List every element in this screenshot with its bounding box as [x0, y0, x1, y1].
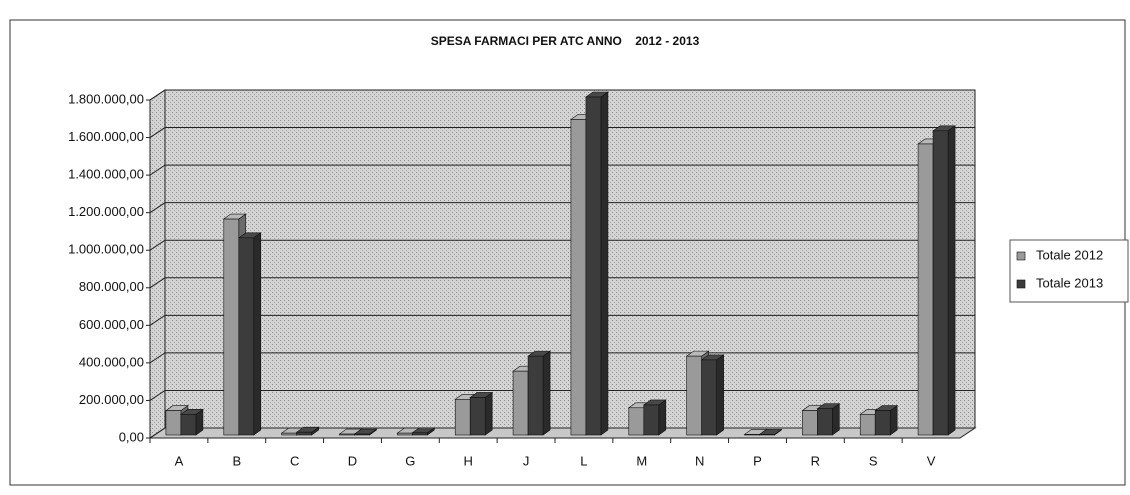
bar	[296, 431, 312, 436]
grid-line	[149, 314, 975, 326]
legend-label: Totale 2012	[1036, 247, 1103, 262]
x-tick-label: G	[405, 453, 415, 468]
bar-side	[716, 354, 724, 436]
y-tick-label: 800.000,00	[79, 279, 144, 294]
grid-line	[149, 127, 975, 138]
side-wall	[149, 89, 166, 439]
x-tick-label: B	[232, 453, 241, 468]
bar-side	[600, 91, 609, 436]
x-tick-label: P	[753, 453, 762, 468]
bar	[412, 432, 428, 436]
x-tick-label: J	[523, 453, 530, 468]
bar	[469, 397, 486, 436]
bar	[165, 410, 182, 436]
bar	[759, 434, 775, 436]
x-tick-label: N	[695, 453, 704, 468]
back-wall	[164, 89, 976, 429]
legend-swatch	[1016, 279, 1026, 289]
x-tick-label: R	[811, 453, 820, 468]
y-tick-label: 400.000,00	[79, 354, 144, 369]
grid-line	[149, 277, 975, 289]
x-tick-label: A	[175, 453, 184, 468]
y-tick-label: 600.000,00	[79, 317, 144, 332]
y-tick-label: 0,00	[119, 429, 144, 444]
bar	[917, 143, 934, 436]
grid-line	[149, 164, 975, 176]
bar	[817, 408, 833, 436]
bar	[354, 433, 370, 436]
bar	[512, 370, 529, 436]
x-tick-label: C	[290, 453, 299, 468]
bar	[744, 434, 760, 436]
legend-swatch	[1016, 251, 1026, 261]
chart-title: SPESA FARMACI PER ATC ANNO 2012 - 2013	[431, 34, 700, 48]
bar-side	[542, 350, 551, 436]
y-tick-label: 1.800.000,00	[68, 91, 144, 106]
bar-side	[253, 232, 262, 436]
y-tick-label: 1.000.000,00	[68, 242, 144, 257]
x-tick-label: V	[927, 453, 936, 468]
y-tick-label: 1.200.000,00	[68, 204, 144, 219]
bar	[339, 433, 355, 436]
bar	[570, 119, 587, 436]
bar	[874, 410, 891, 436]
x-tick-label: M	[636, 453, 647, 468]
bar	[223, 218, 240, 436]
legend-box	[1009, 239, 1129, 303]
bar-side	[484, 391, 493, 436]
bar	[701, 359, 717, 436]
y-tick-label: 1.600.000,00	[68, 129, 144, 144]
y-tick-label: 200.000,00	[79, 392, 144, 407]
legend-label: Totale 2013	[1036, 275, 1103, 290]
bar	[643, 404, 660, 436]
bar	[932, 130, 949, 436]
floor	[148, 427, 977, 439]
bar	[281, 432, 297, 436]
x-tick-label: S	[869, 453, 878, 468]
bar	[859, 414, 876, 436]
grid-line	[149, 202, 975, 214]
x-tick-label: D	[348, 453, 357, 468]
bar	[802, 410, 818, 436]
bar	[686, 355, 702, 436]
bar	[527, 355, 544, 436]
grid-line	[149, 89, 975, 101]
bar	[628, 407, 645, 436]
y-tick-label: 1.400.000,00	[68, 167, 144, 182]
x-tick-label: L	[580, 453, 587, 468]
bar	[180, 414, 197, 436]
bar	[397, 432, 413, 436]
bar	[238, 237, 255, 436]
bar-side	[947, 125, 956, 436]
bar	[585, 96, 602, 436]
x-tick-label: H	[464, 453, 473, 468]
bar-side	[832, 403, 840, 436]
grid-line	[149, 239, 975, 251]
bar	[454, 399, 471, 436]
plot-area	[146, 89, 977, 443]
bar-side	[658, 399, 667, 436]
